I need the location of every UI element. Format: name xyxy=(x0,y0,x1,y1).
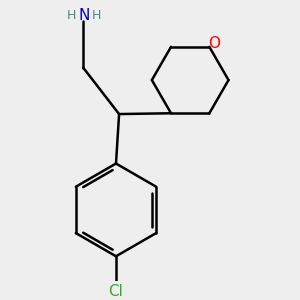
Text: H: H xyxy=(67,9,76,22)
Text: N: N xyxy=(78,8,89,22)
Text: O: O xyxy=(208,36,220,51)
Text: H: H xyxy=(92,9,101,22)
Text: Cl: Cl xyxy=(109,284,123,299)
